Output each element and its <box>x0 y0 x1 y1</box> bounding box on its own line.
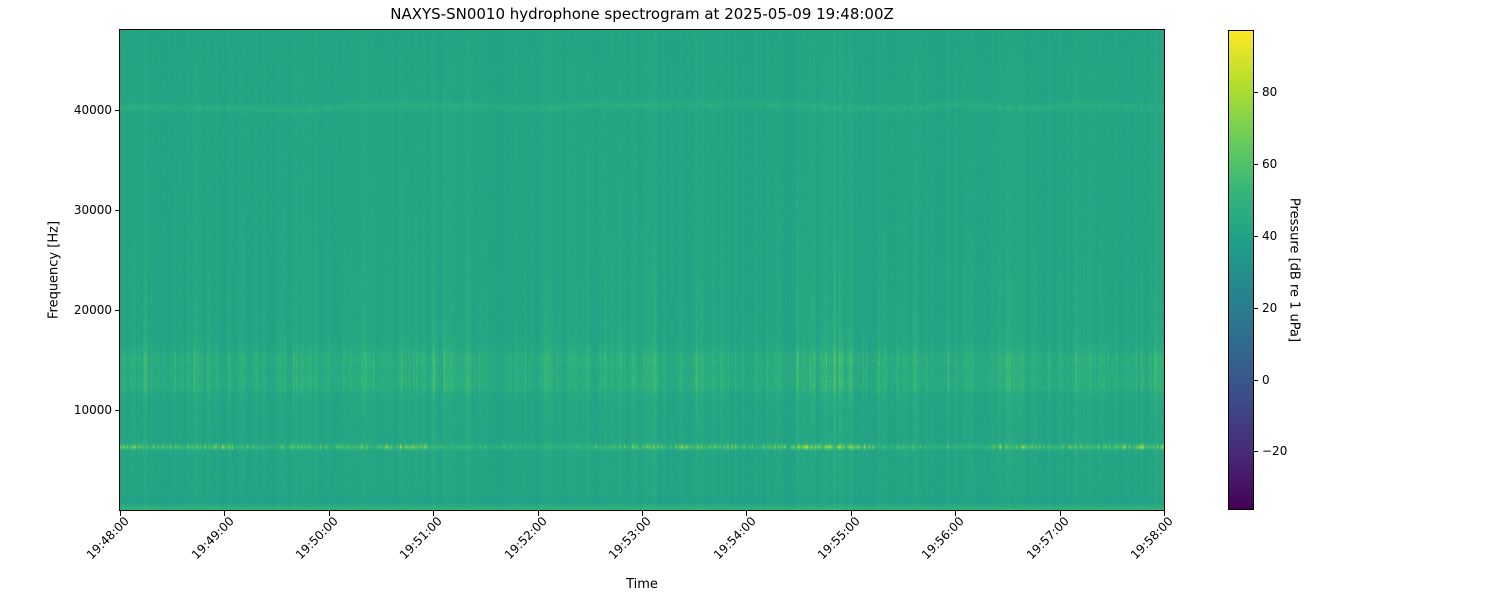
x-tick-mark <box>328 511 330 516</box>
y-tick-label: 20000 <box>73 303 112 317</box>
x-tick-label: 19:48:00 <box>83 514 132 563</box>
x-tick-mark <box>537 511 539 516</box>
colorbar-tick-mark <box>1253 451 1258 453</box>
colorbar-tick-mark <box>1253 307 1258 309</box>
colorbar-gradient <box>1229 31 1253 509</box>
colorbar-label: Pressure [dB re 1 uPa] <box>1286 197 1302 343</box>
colorbar-tick-mark <box>1253 379 1258 381</box>
x-tick-label: 19:51:00 <box>397 514 446 563</box>
y-tick-mark <box>115 310 120 311</box>
colorbar-tick-label: 20 <box>1262 300 1278 315</box>
colorbar-tick-label: 40 <box>1262 228 1278 243</box>
y-tick-mark <box>115 110 120 111</box>
x-tick-mark <box>746 511 748 516</box>
x-tick-label: 19:49:00 <box>188 514 237 563</box>
colorbar-tick-mark <box>1253 163 1258 165</box>
colorbar-tick-mark <box>1253 92 1258 94</box>
y-tick-mark <box>115 410 120 411</box>
colorbar-tick-label: 60 <box>1262 156 1278 171</box>
y-tick-mark <box>115 210 120 211</box>
plot-area <box>120 30 1164 510</box>
y-tick-label: 40000 <box>73 103 112 117</box>
x-tick-mark <box>955 511 957 516</box>
colorbar-tick-label: −20 <box>1262 444 1288 459</box>
x-tick-mark <box>1164 511 1165 516</box>
colorbar-tick-label: 80 <box>1262 85 1278 100</box>
x-tick-label: 19:58:00 <box>1127 514 1176 563</box>
x-tick-label: 19:50:00 <box>292 514 341 563</box>
x-tick-label: 19:54:00 <box>710 514 759 563</box>
x-tick-label: 19:55:00 <box>814 514 863 563</box>
colorbar-tick-mark <box>1253 235 1258 237</box>
chart-title: NAXYS-SN0010 hydrophone spectrogram at 2… <box>390 5 894 23</box>
x-tick-mark <box>433 511 435 516</box>
spectrogram-image <box>120 30 1164 510</box>
x-tick-mark <box>1059 511 1061 516</box>
x-tick-label: 19:52:00 <box>501 514 550 563</box>
x-tick-mark <box>224 511 226 516</box>
x-tick-mark <box>642 511 643 516</box>
x-tick-label: 19:53:00 <box>605 514 654 563</box>
y-tick-label: 30000 <box>73 203 112 217</box>
x-tick-label: 19:57:00 <box>1023 514 1072 563</box>
y-tick-label: 10000 <box>73 403 112 417</box>
x-tick-label: 19:56:00 <box>919 514 968 563</box>
x-tick-mark <box>120 511 121 516</box>
x-axis-label: Time <box>626 577 658 592</box>
x-tick-mark <box>850 511 852 516</box>
colorbar-tick-label: 0 <box>1262 372 1270 387</box>
